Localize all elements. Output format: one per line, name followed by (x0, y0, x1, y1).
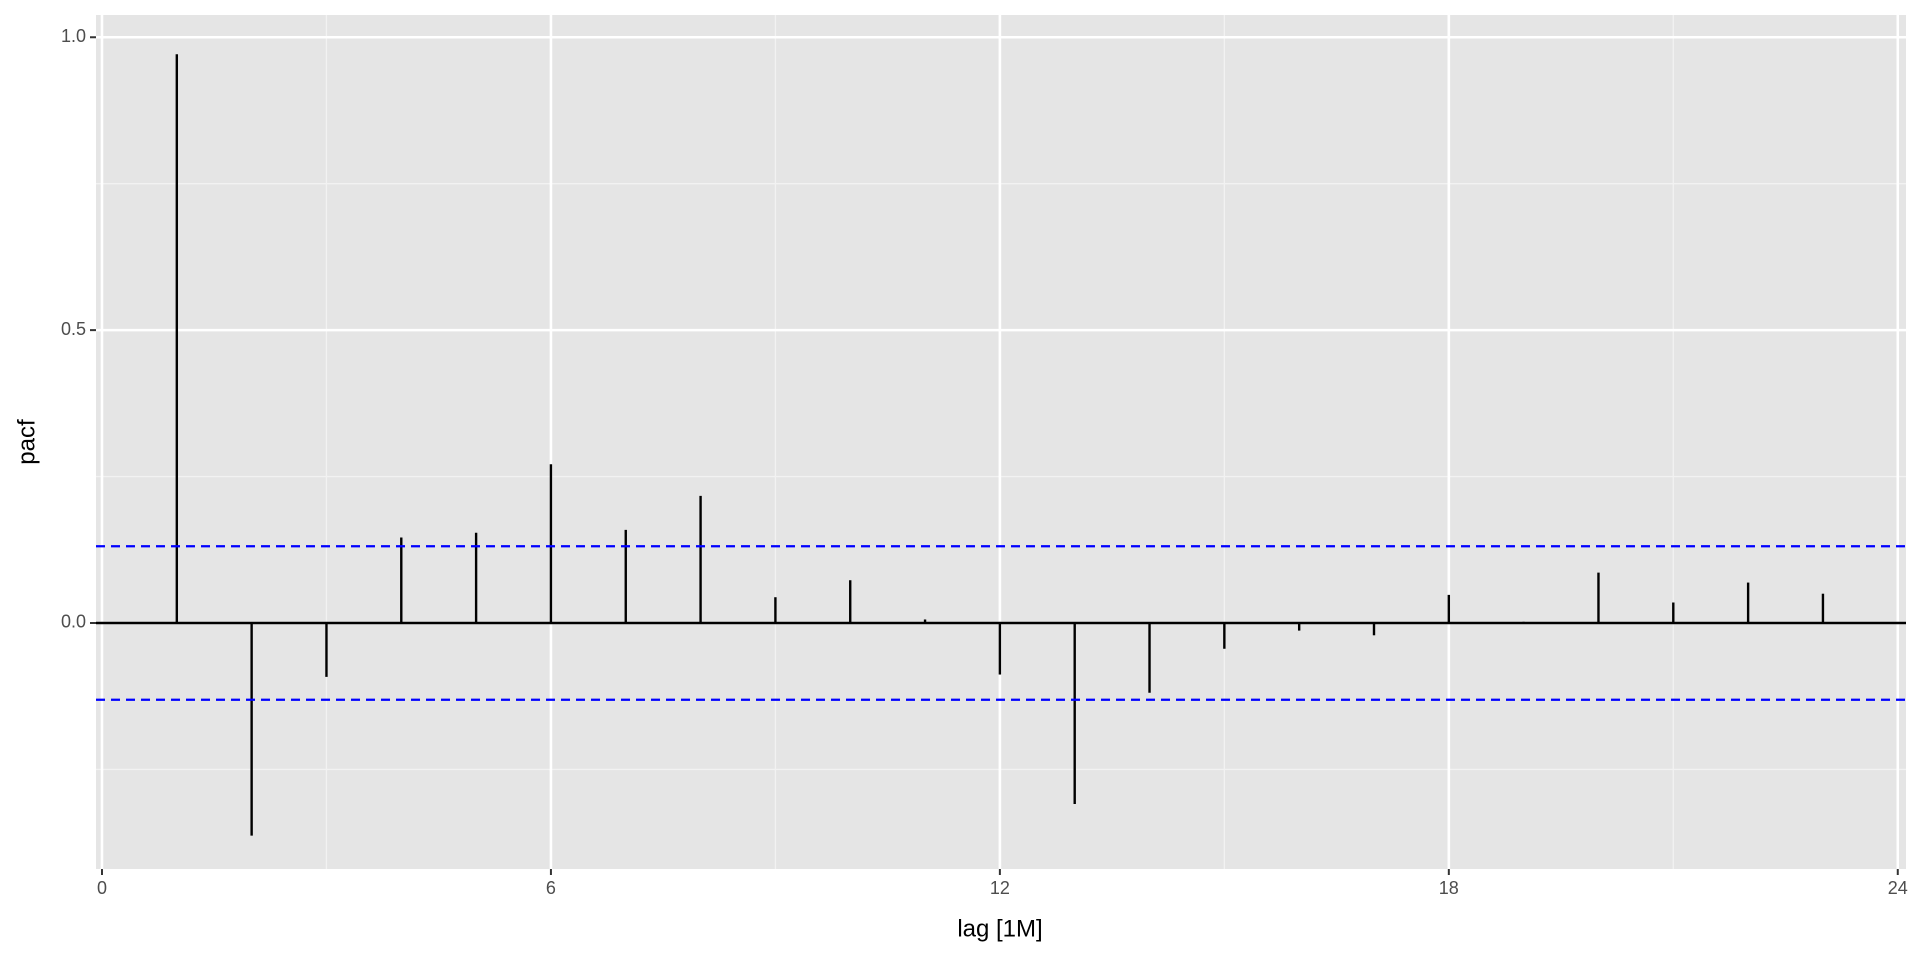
y-tick-label: 0.0 (61, 612, 86, 632)
x-axis-title: lag [1M] (957, 915, 1042, 942)
x-tick-label: 12 (990, 878, 1010, 898)
x-tick-label: 18 (1439, 878, 1459, 898)
x-tick-label: 24 (1888, 878, 1908, 898)
y-tick-label: 1.0 (61, 26, 86, 46)
y-axis-title: pacf (13, 419, 40, 465)
y-tick-label: 0.5 (61, 319, 86, 339)
x-tick-label: 6 (546, 878, 556, 898)
x-tick-label: 0 (97, 878, 107, 898)
